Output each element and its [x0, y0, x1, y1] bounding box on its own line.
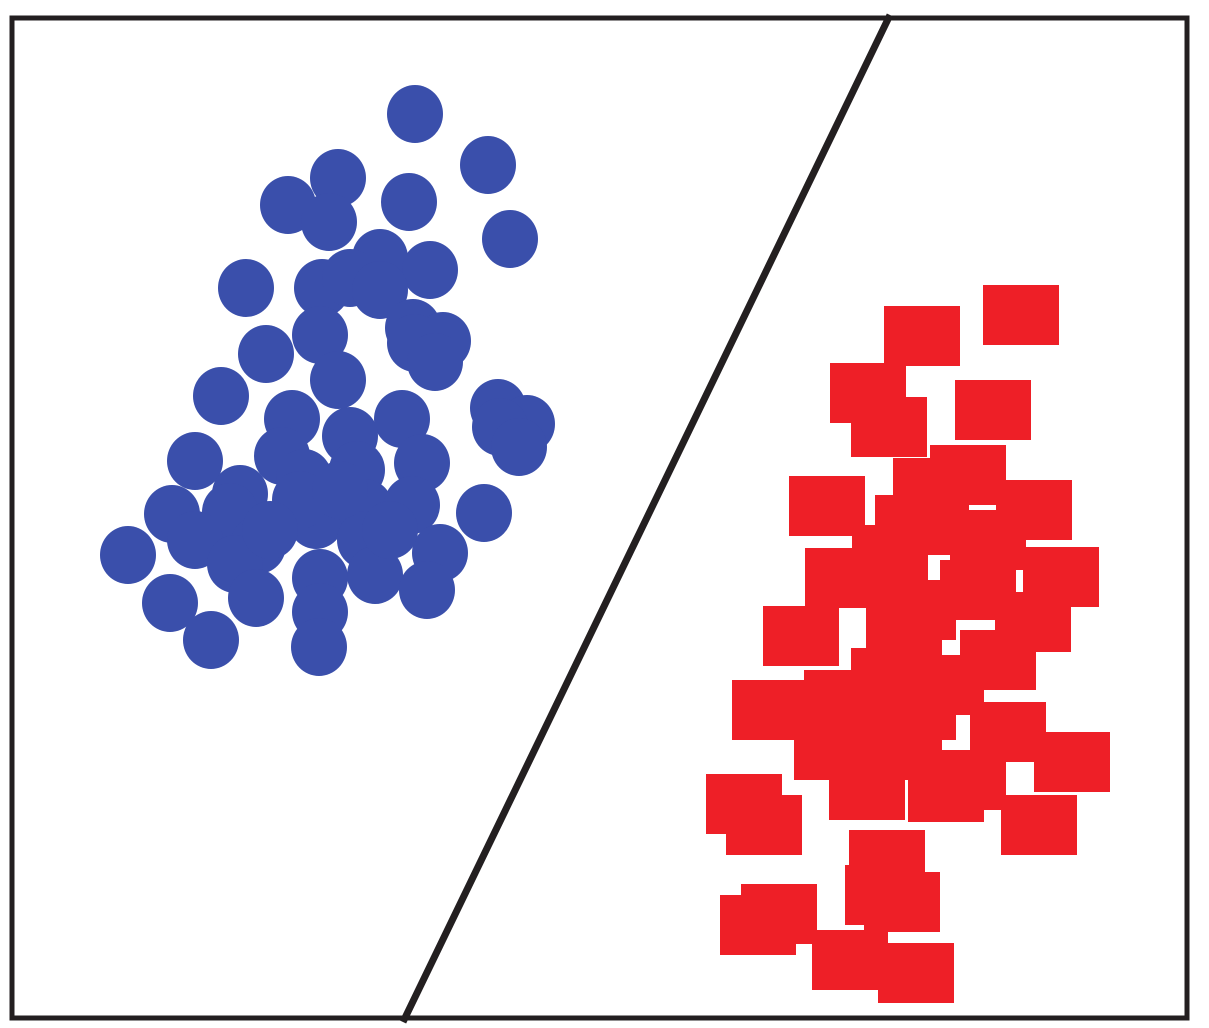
- blue-dot: [301, 193, 357, 251]
- blue-dot: [193, 367, 249, 425]
- separator-line: [399, 13, 894, 1024]
- blue-dot: [387, 85, 443, 143]
- red-square: [829, 760, 905, 820]
- red-square: [805, 548, 881, 608]
- blue-dot: [228, 569, 284, 627]
- blue-dot: [100, 526, 156, 584]
- red-square: [763, 606, 839, 666]
- blue-dot: [242, 501, 298, 559]
- blue-dot: [142, 574, 198, 632]
- blue-dot: [291, 618, 347, 676]
- blue-dot: [402, 241, 458, 299]
- blue-dot: [381, 173, 437, 231]
- red-square: [908, 762, 984, 822]
- blue-dot: [456, 484, 512, 542]
- blue-dot: [362, 501, 418, 559]
- blue-dot: [374, 390, 430, 448]
- red-square: [955, 380, 1031, 440]
- blue-dot: [399, 561, 455, 619]
- blue-dot: [310, 149, 366, 207]
- red-square: [878, 943, 954, 1003]
- blue-dot: [491, 418, 547, 476]
- blue-dot: [238, 325, 294, 383]
- red-square: [726, 795, 802, 855]
- blue-dot: [482, 210, 538, 268]
- red-square: [1034, 732, 1110, 792]
- blue-dot: [183, 611, 239, 669]
- red-cluster: [706, 285, 1110, 1003]
- blue-dot: [407, 333, 463, 391]
- red-square: [720, 895, 796, 955]
- blue-dot: [347, 546, 403, 604]
- blue-dot: [167, 432, 223, 490]
- red-square: [812, 930, 888, 990]
- blue-dot: [312, 461, 368, 519]
- red-square: [884, 306, 960, 366]
- red-square: [1001, 795, 1077, 855]
- blue-dot: [218, 259, 274, 317]
- blue-dot: [292, 306, 348, 364]
- blue-cluster: [100, 85, 555, 676]
- blue-dot: [352, 261, 408, 319]
- red-square: [864, 872, 940, 932]
- red-square: [851, 397, 927, 457]
- red-square: [983, 285, 1059, 345]
- blue-dot: [460, 136, 516, 194]
- blue-dot: [310, 351, 366, 409]
